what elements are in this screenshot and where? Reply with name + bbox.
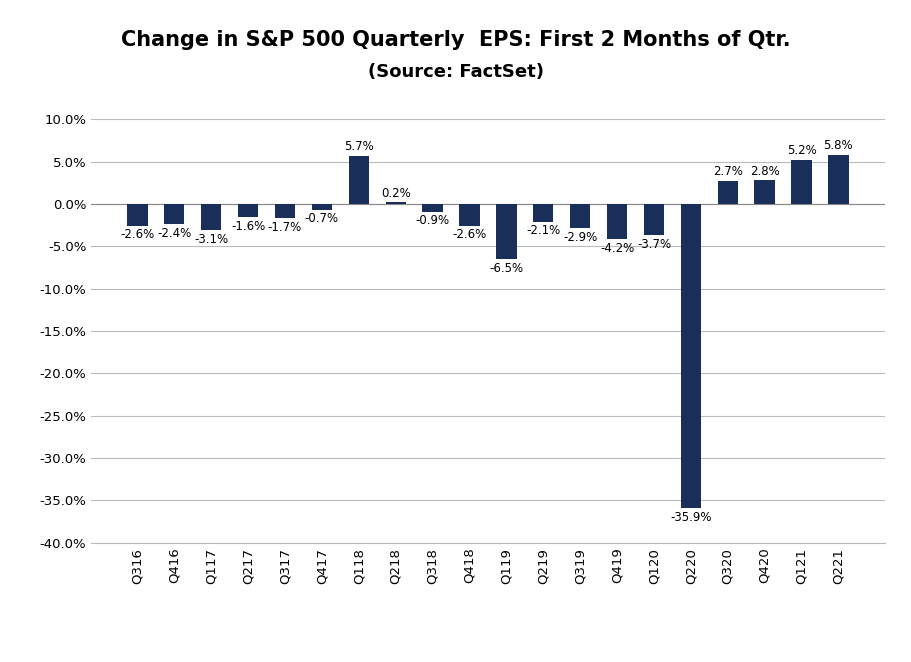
Bar	[385, 202, 405, 204]
Text: -2.4%: -2.4%	[157, 227, 191, 240]
Text: (Source: FactSet): (Source: FactSet)	[368, 63, 543, 81]
Bar	[422, 204, 442, 212]
Text: -2.6%: -2.6%	[452, 228, 486, 242]
Text: -1.7%: -1.7%	[268, 221, 302, 234]
Bar	[569, 204, 589, 228]
Text: -3.1%: -3.1%	[194, 233, 228, 246]
Bar	[643, 204, 663, 235]
Bar	[459, 204, 479, 226]
Text: 5.7%: 5.7%	[343, 140, 374, 153]
Text: -0.7%: -0.7%	[304, 213, 339, 225]
Bar	[128, 204, 148, 226]
Bar	[238, 204, 258, 217]
Text: -2.6%: -2.6%	[120, 228, 154, 242]
Text: Change in S&P 500 Quarterly  EPS: First 2 Months of Qtr.: Change in S&P 500 Quarterly EPS: First 2…	[121, 30, 790, 50]
Bar	[680, 204, 701, 508]
Text: -35.9%: -35.9%	[670, 510, 711, 524]
Text: 2.7%: 2.7%	[712, 166, 742, 179]
Bar	[606, 204, 627, 240]
Text: -6.5%: -6.5%	[489, 261, 523, 275]
Text: -1.6%: -1.6%	[230, 220, 265, 233]
Bar	[496, 204, 516, 259]
Bar	[533, 204, 553, 222]
Text: 0.2%: 0.2%	[381, 187, 410, 200]
Text: 2.8%: 2.8%	[749, 165, 779, 177]
Bar	[200, 204, 221, 230]
Text: -2.1%: -2.1%	[526, 224, 559, 237]
Text: 5.8%: 5.8%	[823, 139, 853, 152]
Text: -3.7%: -3.7%	[636, 238, 670, 251]
Bar	[753, 180, 774, 204]
Text: -2.9%: -2.9%	[562, 231, 597, 244]
Text: 5.2%: 5.2%	[786, 144, 815, 158]
Bar	[274, 204, 295, 218]
Bar	[717, 181, 737, 204]
Bar	[348, 156, 369, 204]
Bar	[827, 155, 847, 204]
Text: -4.2%: -4.2%	[599, 242, 633, 255]
Bar	[791, 160, 811, 204]
Bar	[312, 204, 332, 210]
Text: -0.9%: -0.9%	[415, 214, 449, 227]
Bar	[164, 204, 184, 224]
